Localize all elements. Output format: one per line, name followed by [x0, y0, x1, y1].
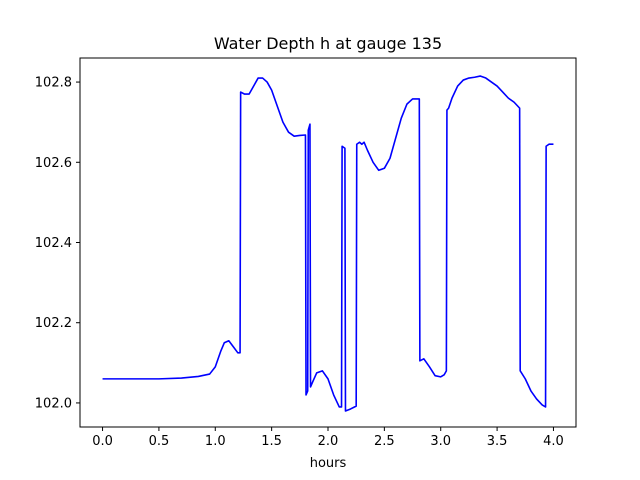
x-tick-label: 0.5: [149, 434, 170, 449]
y-tick-label: 102.6: [35, 156, 72, 171]
y-tick-label: 102.4: [35, 236, 72, 251]
y-tick-label: 102.0: [35, 396, 72, 411]
plot-area: [102, 75, 554, 412]
x-axis-label: hours: [310, 456, 347, 471]
x-tick-label: 3.5: [487, 434, 508, 449]
x-tick-label: 4.0: [543, 434, 564, 449]
x-tick-label: 1.0: [205, 434, 226, 449]
x-tick-label: 2.5: [374, 434, 395, 449]
x-tick-label: 2.0: [318, 434, 339, 449]
x-tick-label: 1.5: [261, 434, 282, 449]
y-tick-label: 102.8: [35, 76, 72, 91]
chart-title: Water Depth h at gauge 135: [214, 34, 442, 53]
x-tick-label: 3.0: [430, 434, 451, 449]
series-line-0: [102, 75, 554, 412]
x-tick-label: 0.0: [92, 434, 113, 449]
y-tick-label: 102.2: [35, 316, 72, 331]
axes: 0.0 0.5 1.0 1.5 2.0 2.5 3.0 3.5 4.0 102.0 102.2 102…: [35, 57, 577, 449]
